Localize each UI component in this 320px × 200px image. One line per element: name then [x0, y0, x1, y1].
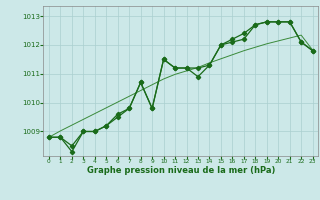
X-axis label: Graphe pression niveau de la mer (hPa): Graphe pression niveau de la mer (hPa)	[87, 166, 275, 175]
